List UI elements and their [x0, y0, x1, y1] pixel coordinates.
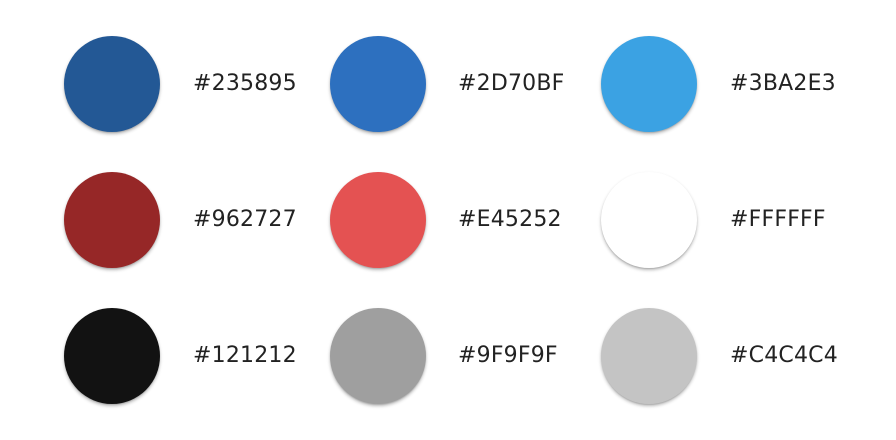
color-swatch-3ba2e3 [601, 36, 697, 132]
color-swatch-ffffff [601, 172, 697, 268]
color-swatch-c4c4c4 [601, 308, 697, 404]
color-swatch-962727 [64, 172, 160, 268]
color-hex-label: #3BA2E3 [730, 71, 836, 96]
color-hex-label: #9F9F9F [458, 343, 558, 368]
color-hex-label: #FFFFFF [730, 207, 826, 232]
color-swatch-121212 [64, 308, 160, 404]
color-hex-label: #235895 [193, 71, 297, 96]
color-swatch-e45252 [330, 172, 426, 268]
color-swatch-235895 [64, 36, 160, 132]
color-hex-label: #E45252 [458, 207, 562, 232]
color-hex-label: #121212 [193, 343, 297, 368]
color-hex-label: #2D70BF [458, 71, 565, 96]
color-hex-label: #962727 [193, 207, 297, 232]
color-swatch-9f9f9f [330, 308, 426, 404]
color-hex-label: #C4C4C4 [730, 343, 838, 368]
color-swatch-2d70bf [330, 36, 426, 132]
